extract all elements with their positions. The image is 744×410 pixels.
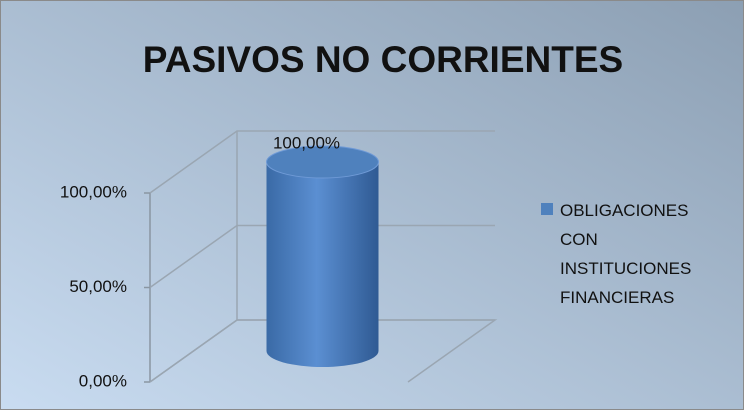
- data-label: 100,00%: [273, 133, 340, 152]
- chart-title: PASIVOS NO CORRIENTES: [143, 39, 623, 80]
- grid-line: [149, 224, 495, 289]
- legend-swatch: [541, 203, 553, 215]
- y-tick-label: 100,00%: [60, 182, 127, 201]
- cylinder-top: [266, 145, 379, 179]
- cylinder: [266, 162, 379, 367]
- grid-line: [149, 319, 495, 383]
- grid-line: [149, 130, 495, 194]
- legend-label: OBLIGACIONES CON INSTITUCIONES FINANCIER…: [560, 201, 692, 307]
- y-tick-label: 0,00%: [79, 371, 127, 390]
- y-tick-label: 50,00%: [69, 277, 127, 296]
